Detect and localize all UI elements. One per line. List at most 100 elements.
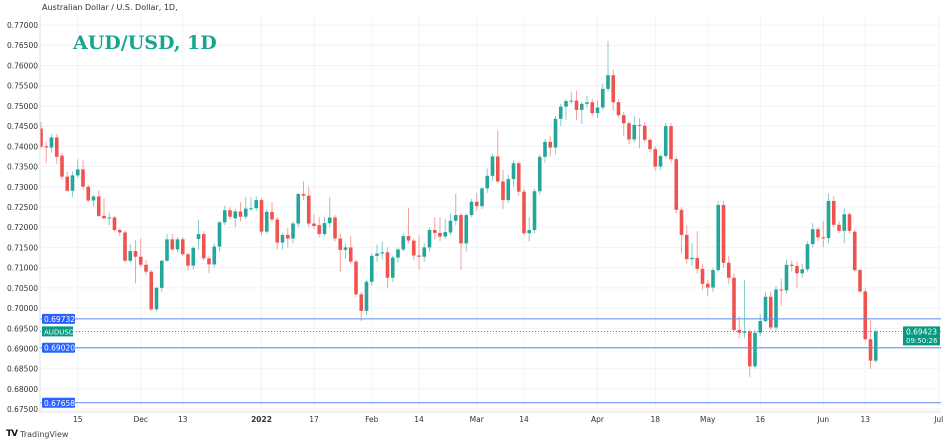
candle-body (711, 270, 715, 288)
candle-body (789, 264, 794, 267)
candle (816, 227, 820, 242)
candle (270, 202, 274, 223)
candle-body (44, 146, 49, 148)
candle (553, 115, 558, 155)
candle-body (600, 88, 605, 108)
candle-body (721, 204, 726, 263)
price-tick-label: 0.73000 (7, 183, 38, 192)
candle (485, 168, 490, 193)
candle (784, 259, 789, 294)
candle-body (196, 234, 201, 239)
candle (506, 174, 511, 203)
candle (495, 130, 500, 184)
candle-body (585, 102, 589, 104)
candle (390, 255, 395, 282)
price-tick-label: 0.69500 (7, 324, 38, 333)
candle-body (217, 222, 222, 247)
candle (800, 263, 805, 278)
candle-body (774, 289, 778, 328)
candle (375, 244, 379, 262)
candle-body (779, 289, 784, 291)
candle-body (868, 339, 873, 361)
candle (711, 267, 715, 292)
candle-body (653, 149, 658, 167)
price-tick-label: 0.73500 (7, 163, 38, 172)
candle-body (858, 270, 862, 292)
candle-body (411, 240, 416, 256)
candle (196, 219, 201, 250)
time-tick-label: 2022 (251, 415, 272, 424)
candle-body (149, 271, 154, 310)
symbol-label: AUDUSD (44, 328, 74, 336)
candle-body (679, 209, 684, 235)
candle (369, 253, 374, 286)
candle (543, 139, 547, 163)
price-axis[interactable]: 0.77000 0.76500 0.76000 0.75500 0.75000 0.745… (7, 15, 41, 414)
candle (180, 237, 185, 257)
candle-body (60, 155, 64, 177)
candle-body (70, 175, 75, 191)
candle-body (228, 210, 232, 217)
candle-body (842, 214, 847, 231)
candle-body (527, 230, 532, 234)
candle-body (191, 247, 196, 266)
candle-body (54, 137, 59, 157)
candle-body (852, 231, 857, 271)
candle-body (590, 102, 595, 114)
level-price-label: 0.67658 (44, 399, 75, 408)
time-tick-label: Feb (365, 415, 379, 424)
candle (653, 146, 658, 171)
candle-body (40, 128, 43, 147)
candle-body (674, 159, 679, 210)
candle (548, 136, 553, 157)
candle (632, 115, 637, 143)
candle-body (826, 200, 831, 239)
candle (259, 198, 264, 236)
candle (726, 255, 731, 284)
candle-body (443, 232, 448, 237)
candle-body (270, 211, 274, 220)
candle (138, 238, 143, 267)
candle (75, 159, 80, 178)
candle (490, 153, 495, 181)
candle (768, 291, 773, 331)
candle (590, 99, 595, 116)
candle (443, 219, 448, 240)
candle-body (695, 257, 700, 269)
candle-body (301, 194, 306, 196)
candle (112, 215, 117, 232)
candle (275, 217, 280, 250)
candle (317, 217, 322, 238)
price-tick-label: 0.77000 (7, 21, 38, 30)
candle (595, 100, 600, 119)
candle-body (306, 195, 311, 224)
candle-body (459, 215, 463, 244)
time-axis[interactable]: 15 Dec 13 2022 17 Feb 14 Mar 14 Apr 18 May 16 Jun 13 Ju… (40, 411, 943, 424)
price-tick-label: 0.70500 (7, 284, 38, 293)
candle-body (768, 296, 773, 328)
candle-body (385, 252, 390, 278)
candle-body (637, 124, 642, 126)
candle (537, 154, 542, 195)
candle-body (548, 141, 553, 148)
price-tick-label: 0.74000 (7, 142, 38, 151)
candle-body (816, 229, 820, 238)
candle-body (254, 200, 259, 209)
price-tick-label: 0.75000 (7, 102, 38, 111)
candle (312, 214, 316, 230)
candle-body (233, 211, 238, 219)
candle (285, 228, 290, 248)
candle (774, 285, 778, 333)
candle-body (606, 75, 610, 89)
plot-area[interactable] (39, 41, 941, 404)
candle-body (558, 106, 563, 119)
candle-body (569, 100, 574, 102)
time-tick-label: 14 (414, 415, 424, 424)
last-price-label-bg (903, 326, 940, 346)
price-tick-label: 0.76500 (7, 41, 38, 50)
candle (863, 288, 868, 341)
candle-body (516, 163, 521, 192)
candle-body (327, 217, 332, 224)
candle (364, 279, 369, 315)
